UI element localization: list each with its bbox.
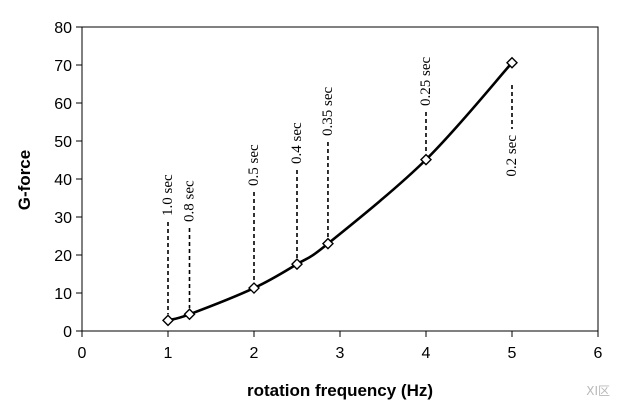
data-point-marker xyxy=(291,258,303,271)
x-tick-label: 2 xyxy=(250,345,259,362)
data-point-marker xyxy=(506,56,518,69)
data-point-marker xyxy=(162,314,174,327)
data-point-marker xyxy=(248,282,260,295)
x-tick-label: 3 xyxy=(336,345,345,362)
x-tick-label: 0 xyxy=(78,345,87,362)
y-tick-label: 60 xyxy=(54,96,72,113)
y-tick-label: 10 xyxy=(54,286,72,303)
annotation-label: 0.25 sec xyxy=(418,57,434,106)
y-tick-label: 30 xyxy=(54,210,72,227)
plot-area xyxy=(162,56,518,327)
y-tick-label: 80 xyxy=(54,20,72,37)
x-tick-label: 1 xyxy=(164,345,173,362)
annotation-label: 0.35 sec xyxy=(320,87,336,136)
x-tick-label: 4 xyxy=(422,345,431,362)
y-tick-label: 0 xyxy=(63,324,72,341)
x-tick-label: 6 xyxy=(594,345,603,362)
watermark-text: XI区 xyxy=(586,384,610,398)
annotation-label: 0.4 sec xyxy=(289,122,305,164)
data-point-marker xyxy=(183,308,196,321)
y-tick-label: 50 xyxy=(54,134,72,151)
data-point-marker xyxy=(420,153,432,166)
x-tick-label: 5 xyxy=(508,345,517,362)
g-force-series-line xyxy=(167,61,513,322)
annotation-label: 1.0 sec xyxy=(160,174,176,216)
data-point-marker xyxy=(321,237,334,250)
annotations: 1.0 sec 0.8 sec 0.5 sec 0.4 sec 0.35 sec 0.25… xyxy=(160,57,520,315)
annotation-label: 0.5 sec xyxy=(246,144,262,186)
y-tick-label: 40 xyxy=(54,172,72,189)
axes: 0 10 20 30 40 50 60 70 80 0 1 2 3 4 5 6 xyxy=(54,20,602,362)
annotation-label: 0.8 sec xyxy=(182,180,198,222)
y-tick-label: 20 xyxy=(54,248,72,265)
x-axis-title: rotation frequency (Hz) xyxy=(247,381,433,400)
annotation-label: 0.2 sec xyxy=(504,135,520,177)
y-tick-label: 70 xyxy=(54,58,72,75)
y-axis-title: G-force xyxy=(15,150,34,210)
